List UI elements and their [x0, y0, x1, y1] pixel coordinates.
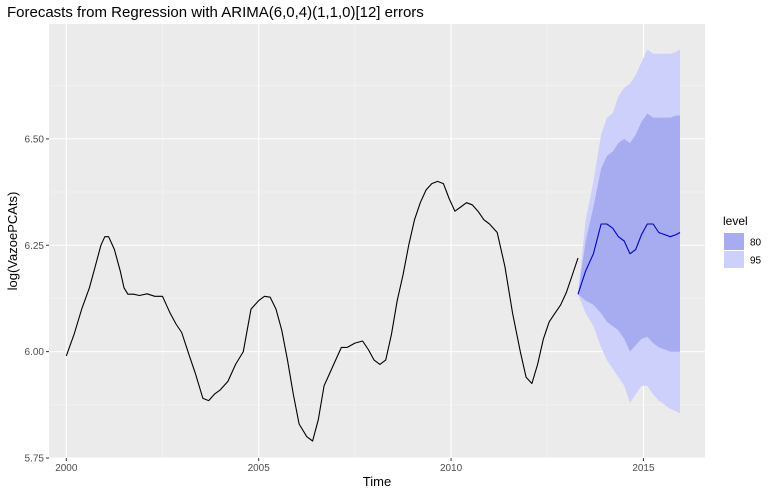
- x-axis: 2000 2005 2010 2015: [55, 458, 655, 474]
- y-axis: 5.75 6.00 6.25 6.50: [25, 134, 49, 465]
- legend-label-95: 95: [750, 256, 762, 267]
- y-axis-title: log(VazoePCAts): [5, 192, 20, 291]
- legend-label-80: 80: [750, 238, 762, 249]
- series-lines: [65, 180, 681, 442]
- legend-key-80: [724, 233, 744, 250]
- x-tick-label: 2005: [248, 463, 271, 474]
- x-tick-label: 2015: [632, 463, 655, 474]
- x-tick-label: 2000: [55, 463, 78, 474]
- legend: level 80 95: [723, 214, 762, 268]
- x-axis-title: Time: [363, 474, 391, 489]
- chart-title: Forecasts from Regression with ARIMA(6,0…: [7, 4, 424, 21]
- legend-title: level: [723, 214, 748, 228]
- x-tick-label: 2010: [440, 463, 463, 474]
- series-line-observed: [65, 180, 579, 442]
- y-tick-label: 6.25: [25, 241, 45, 252]
- prediction-intervals: [578, 49, 680, 414]
- band-80: [578, 113, 680, 352]
- y-tick-label: 6.50: [25, 134, 45, 145]
- y-tick-label: 6.00: [25, 347, 45, 358]
- series-line-forecast-mean: [577, 223, 681, 295]
- y-tick-label: 5.75: [25, 454, 45, 465]
- legend-key-95: [724, 251, 744, 268]
